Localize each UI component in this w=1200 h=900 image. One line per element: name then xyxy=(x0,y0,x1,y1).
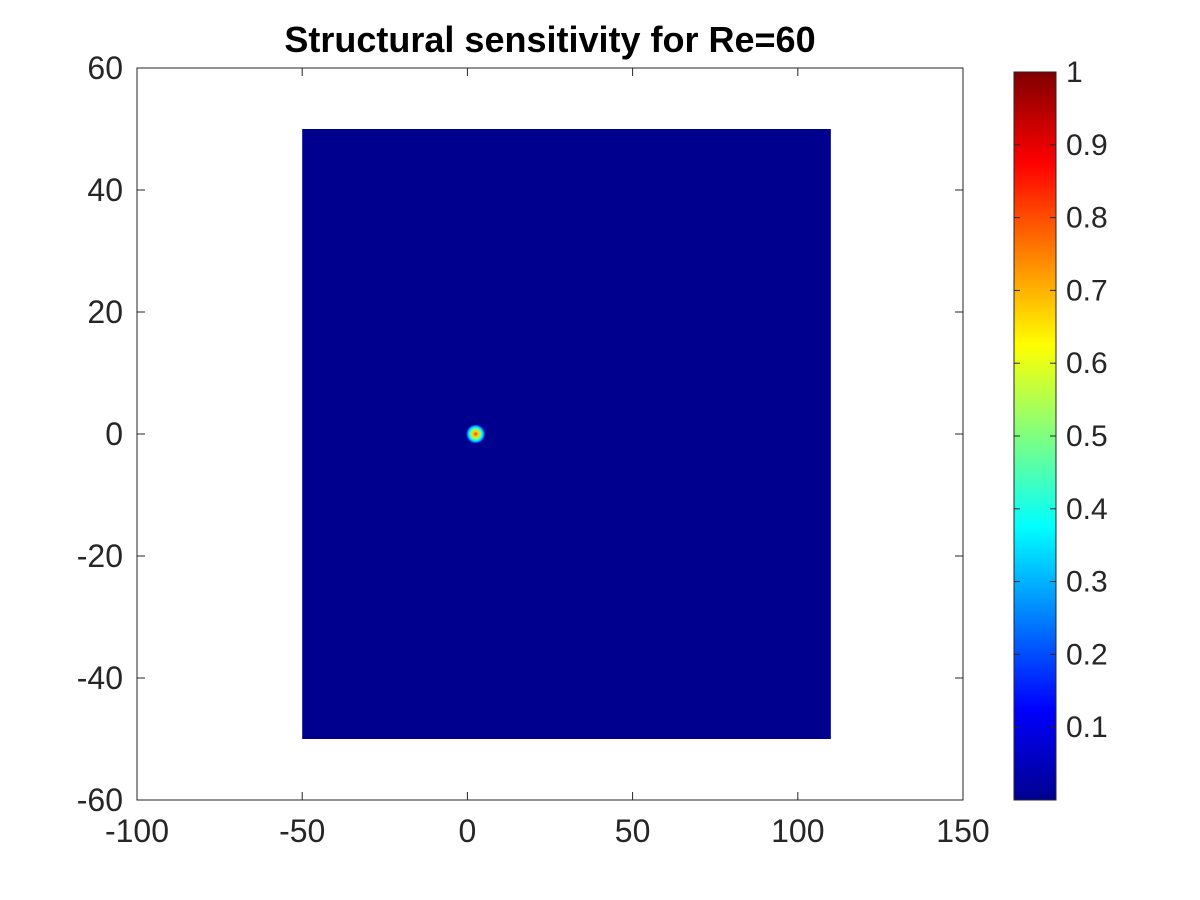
y-tick-label: -40 xyxy=(77,660,123,696)
colorbar-tick-label: 1 xyxy=(1066,56,1083,89)
colorbar-tick-label: 0.1 xyxy=(1066,711,1108,744)
colorbar-tick-label: 0.7 xyxy=(1066,274,1108,307)
sensitivity-field xyxy=(302,129,831,739)
y-tick-label: 60 xyxy=(87,50,123,86)
colorbar-tick-label: 0.6 xyxy=(1066,347,1108,380)
colorbar-tick-label: 0.8 xyxy=(1066,202,1108,235)
y-axis-ticks: 60 40 20 0 -20 -40 -60 xyxy=(77,50,963,818)
colorbar-tick-label: 0.9 xyxy=(1066,129,1108,162)
colorbar-tick-label: 0.3 xyxy=(1066,566,1108,599)
x-axis-ticks: -100 -50 0 50 100 150 xyxy=(105,68,990,849)
x-tick-label: -100 xyxy=(105,813,169,849)
colorbar-tick-label: 0.2 xyxy=(1066,638,1108,671)
x-tick-label: -50 xyxy=(279,813,325,849)
x-tick-label: 150 xyxy=(936,813,989,849)
colorbar-tick-label: 0.4 xyxy=(1066,493,1108,526)
y-tick-label: 20 xyxy=(87,294,123,330)
colorbar-tick-label: 0.5 xyxy=(1066,420,1108,453)
colorbar-ticks: 0.1 0.2 0.3 0.4 0.5 0.6 0.7 0.8 0.9 1 xyxy=(1014,56,1108,744)
y-tick-label: -60 xyxy=(77,782,123,818)
x-tick-label: 0 xyxy=(459,813,477,849)
sensitivity-peak xyxy=(465,424,486,444)
y-tick-label: -20 xyxy=(77,538,123,574)
chart-title: Structural sensitivity for Re=60 xyxy=(284,19,815,60)
y-tick-label: 40 xyxy=(87,172,123,208)
x-tick-label: 50 xyxy=(615,813,651,849)
x-tick-label: 100 xyxy=(771,813,824,849)
y-tick-label: 0 xyxy=(105,416,123,452)
colorbar xyxy=(1013,71,1057,801)
